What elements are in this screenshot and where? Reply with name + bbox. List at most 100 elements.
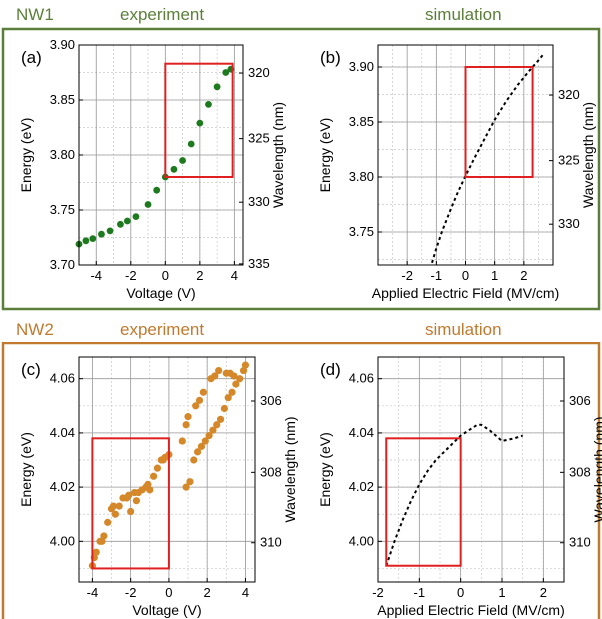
data-point	[211, 372, 219, 380]
data-point	[132, 497, 140, 505]
y-axis-label: Energy (eV)	[317, 432, 333, 507]
data-point	[239, 366, 248, 375]
x-tick-label: 2	[520, 268, 527, 283]
simulation-curve	[385, 423, 524, 567]
nw2-label: NW2	[16, 320, 54, 339]
y2-tick-label: 320	[248, 65, 270, 80]
y-axis-label: Energy (eV)	[18, 432, 34, 507]
nw2-frame	[1, 341, 601, 619]
data-point	[115, 502, 123, 510]
panel-label: (c)	[21, 360, 41, 379]
data-point	[82, 237, 90, 245]
data-point	[194, 448, 202, 456]
x-tick-label: -1	[414, 585, 426, 600]
x-tick-label: -4	[87, 585, 99, 600]
data-point	[190, 456, 198, 464]
data-point	[192, 402, 200, 410]
x-tick-label: -4	[90, 268, 102, 283]
chart-panel-c: -4 -2 0 2 4 4.00 4.02 4.04 4.06 306 308 310 Voltage …	[18, 356, 298, 618]
data-point	[232, 380, 240, 388]
y2-tick-label: 310	[569, 535, 591, 550]
y2-axis-label: Wavelength (nm)	[591, 416, 602, 522]
data-point	[111, 510, 119, 518]
y2-tick-label: 330	[558, 216, 580, 231]
data-point	[153, 464, 162, 472]
data-point	[146, 486, 154, 494]
highlight-box	[164, 62, 234, 179]
x-axis-label: Applied Electric Field (MV/cm)	[377, 602, 565, 618]
data-point	[150, 472, 158, 480]
y-tick-label: 3.70	[50, 257, 75, 272]
x-tick-label: 1	[498, 585, 505, 600]
y-tick-label: 4.04	[349, 425, 374, 440]
data-point	[195, 396, 204, 404]
y-tick-label: 3.85	[50, 92, 75, 107]
data-point	[127, 507, 135, 516]
y2-tick-label: 320	[558, 87, 580, 102]
data-point	[100, 532, 108, 540]
y-tick-label: 4.00	[50, 533, 75, 548]
data-point	[123, 217, 131, 225]
y-tick-label: 3.75	[349, 224, 374, 239]
data-point	[228, 388, 236, 396]
data-point	[224, 394, 232, 402]
x-tick-label: -2	[125, 268, 137, 283]
x-tick-label: -1	[431, 268, 443, 283]
y-tick-label: 3.90	[50, 37, 75, 52]
data-point	[125, 491, 133, 499]
data-point	[201, 437, 209, 445]
y2-axis-label: Wavelength (nm)	[282, 416, 298, 522]
data-point	[104, 518, 112, 526]
x-axis-label: Applied Electric Field (MV/cm)	[372, 285, 560, 301]
y2-tick-label: 308	[260, 464, 282, 479]
y-tick-label: 3.80	[349, 169, 374, 184]
data-point	[199, 388, 207, 396]
y2-tick-label: 308	[569, 464, 591, 479]
x-tick-label: 4	[242, 585, 249, 600]
data-point	[98, 537, 106, 545]
x-tick-label: 0	[457, 585, 464, 600]
y2-tick-label: 306	[569, 393, 591, 408]
x-tick-label: 0	[165, 585, 172, 600]
data-point	[205, 432, 213, 440]
x-tick-label: 2	[540, 585, 547, 600]
y-tick-label: 3.90	[349, 59, 374, 74]
y2-tick-label: 330	[248, 194, 270, 209]
x-axis-label: Voltage (V)	[126, 285, 195, 301]
y2-axis-label: Wavelength (nm)	[270, 102, 286, 208]
y-tick-label: 4.02	[50, 479, 75, 494]
data-point	[182, 483, 190, 491]
y2-tick-label: 306	[260, 393, 282, 408]
y-tick-label: 4.02	[349, 479, 374, 494]
data-point	[209, 426, 217, 434]
plot-frame	[78, 356, 256, 583]
x-tick-label: 4	[231, 268, 238, 283]
data-point	[153, 186, 161, 194]
data-point	[159, 456, 167, 464]
data-point	[178, 437, 186, 445]
y-tick-label: 4.00	[349, 533, 374, 548]
y-axis-label: Energy (eV)	[317, 118, 333, 193]
data-point	[170, 165, 178, 173]
data-point	[197, 442, 206, 451]
nw2-experiment-title: experiment	[120, 320, 204, 339]
y-tick-label: 4.04	[50, 425, 75, 440]
data-point	[89, 235, 97, 243]
y2-tick-label: 310	[260, 535, 282, 550]
panel-label: (a)	[21, 48, 42, 67]
data-point	[92, 548, 100, 556]
y-tick-label: 3.75	[50, 202, 75, 217]
y2-tick-label: 325	[558, 153, 580, 168]
x-tick-label: -2	[372, 585, 384, 600]
data-point	[144, 480, 152, 489]
data-point	[98, 230, 105, 238]
nw1-frame	[1, 27, 601, 311]
nw1-label: NW1	[16, 5, 54, 24]
panel-label: (b)	[320, 48, 341, 67]
y-tick-label: 3.85	[349, 114, 374, 129]
x-tick-label: -2	[125, 585, 137, 600]
data-point	[205, 101, 212, 108]
nw1-simulation-title: simulation	[425, 5, 502, 24]
data-point	[132, 213, 140, 221]
